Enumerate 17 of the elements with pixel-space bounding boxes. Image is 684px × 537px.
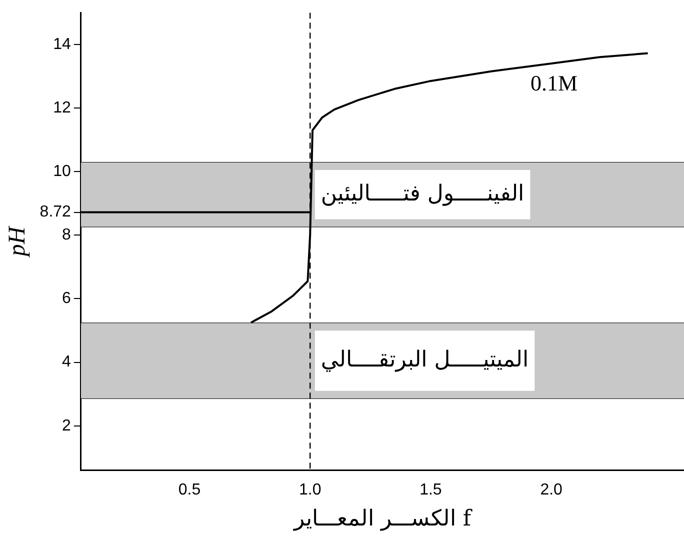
x-tick-label: 1.5 (420, 481, 442, 498)
x-tick-label: 1.0 (298, 481, 322, 498)
y-tick-label: 12 (53, 99, 72, 116)
x-axis-title: الكســـر المعـــاير f (292, 506, 473, 532)
y-tick-label: 8.72 (40, 204, 72, 221)
x-tick-label: 0.5 (178, 481, 201, 498)
x-tick-label: 2.0 (540, 481, 563, 498)
y-axis-title: pH (4, 225, 31, 258)
y-tick-label: 4 (62, 354, 72, 371)
y-tick-label: 8 (62, 226, 72, 244)
y-tick-label: 6 (62, 290, 72, 308)
y-tick-label: 10 (53, 162, 72, 180)
band-label: الفينـــــول فتـــــاليئين (320, 181, 524, 206)
band-label: الميتيـــــل البرتقــــالي (320, 347, 529, 372)
y-tick-label: 14 (53, 36, 72, 53)
annotation: 0.1M (530, 70, 578, 96)
y-tick-label: 2 (62, 417, 72, 434)
